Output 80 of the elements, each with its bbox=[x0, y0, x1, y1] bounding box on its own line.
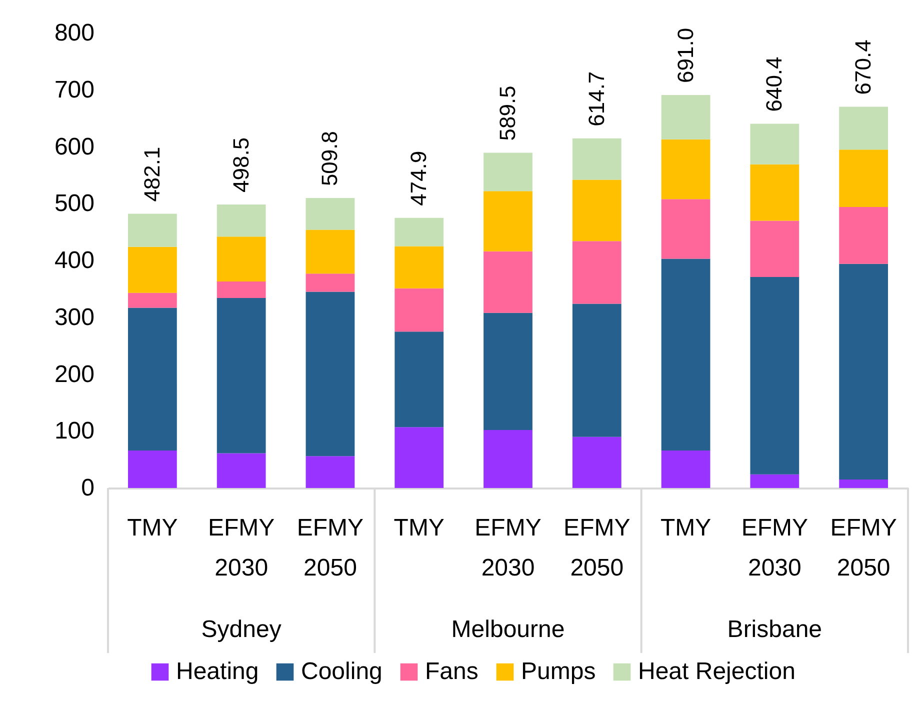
bar bbox=[839, 106, 888, 150]
y-tick-label: 700 bbox=[54, 76, 94, 104]
bar bbox=[839, 207, 888, 264]
y-tick-label: 600 bbox=[54, 133, 94, 160]
bar bbox=[306, 198, 355, 230]
bar bbox=[306, 456, 355, 488]
bar bbox=[394, 246, 444, 288]
x-tick-label: TMY bbox=[127, 514, 178, 542]
bar bbox=[306, 274, 355, 292]
bar bbox=[750, 124, 800, 164]
bar bbox=[128, 450, 177, 488]
x-tick-label: EFMY 2050 bbox=[296, 514, 364, 582]
bar bbox=[572, 304, 622, 437]
bar bbox=[306, 292, 355, 456]
total-label: 691.0 bbox=[672, 28, 698, 83]
y-tick-label: 300 bbox=[54, 304, 94, 331]
total-label: 509.8 bbox=[317, 130, 342, 186]
x-tick-label: EFMY 2030 bbox=[208, 514, 275, 582]
y-tick-label: 0 bbox=[81, 474, 94, 502]
bar bbox=[750, 220, 800, 277]
bar bbox=[216, 298, 266, 454]
total-label: 474.9 bbox=[406, 150, 432, 206]
bar bbox=[394, 218, 444, 246]
bar bbox=[661, 139, 710, 200]
legend-label: Cooling bbox=[301, 658, 382, 685]
total-label: 498.5 bbox=[228, 137, 254, 192]
bar bbox=[839, 150, 888, 208]
x-tick-label: TMY bbox=[660, 514, 712, 542]
bar bbox=[484, 191, 532, 252]
bar bbox=[216, 453, 266, 488]
y-tick-label: 800 bbox=[54, 20, 94, 46]
bar bbox=[572, 180, 622, 242]
x-tick-label: EFMY 2030 bbox=[741, 514, 808, 582]
legend-label: Heat Rejection bbox=[638, 658, 796, 685]
x-tick-label: EFMY 2050 bbox=[830, 514, 897, 582]
bar bbox=[572, 436, 622, 488]
bar bbox=[661, 199, 710, 259]
bar bbox=[484, 251, 532, 313]
bar bbox=[572, 241, 622, 304]
bar bbox=[661, 258, 710, 450]
x-tick-label: TMY bbox=[394, 514, 444, 542]
bar bbox=[839, 264, 888, 480]
bar bbox=[484, 312, 532, 430]
text: Melbourne bbox=[451, 616, 565, 643]
y-tick-label: 100 bbox=[54, 418, 94, 445]
text: Brisbane bbox=[727, 616, 822, 643]
total-label: 614.7 bbox=[584, 71, 609, 126]
bar bbox=[661, 450, 710, 488]
bar bbox=[484, 430, 532, 488]
total-label: 482.1 bbox=[139, 146, 164, 202]
legend-label: Fans bbox=[425, 658, 478, 685]
bar bbox=[839, 479, 888, 488]
bar bbox=[128, 214, 177, 247]
legend-label: Heating bbox=[176, 658, 259, 685]
bar bbox=[750, 474, 800, 488]
bar bbox=[306, 230, 355, 274]
bar bbox=[128, 246, 177, 293]
bar bbox=[216, 204, 266, 237]
bar bbox=[128, 308, 177, 450]
y-tick-label: 500 bbox=[54, 190, 94, 218]
y-tick-label: 400 bbox=[54, 247, 94, 274]
text: Sydney bbox=[201, 616, 282, 643]
bar bbox=[750, 164, 800, 221]
bar bbox=[484, 152, 532, 192]
y-tick-label: 200 bbox=[54, 360, 94, 388]
bar bbox=[394, 332, 444, 428]
bar bbox=[394, 288, 444, 332]
total-label: 670.4 bbox=[850, 40, 876, 95]
bar bbox=[216, 282, 266, 298]
total-label: 589.5 bbox=[495, 86, 520, 141]
bar bbox=[661, 94, 710, 140]
x-tick-label: EFMY 2050 bbox=[564, 514, 630, 582]
total-label: 640.4 bbox=[762, 56, 787, 112]
bar bbox=[750, 276, 800, 474]
bar bbox=[394, 427, 444, 488]
x-tick-label: EFMY 2030 bbox=[474, 514, 542, 582]
legend-label: Pumps bbox=[521, 658, 596, 685]
bar bbox=[216, 236, 266, 282]
bar bbox=[128, 292, 177, 308]
bar bbox=[572, 138, 622, 180]
